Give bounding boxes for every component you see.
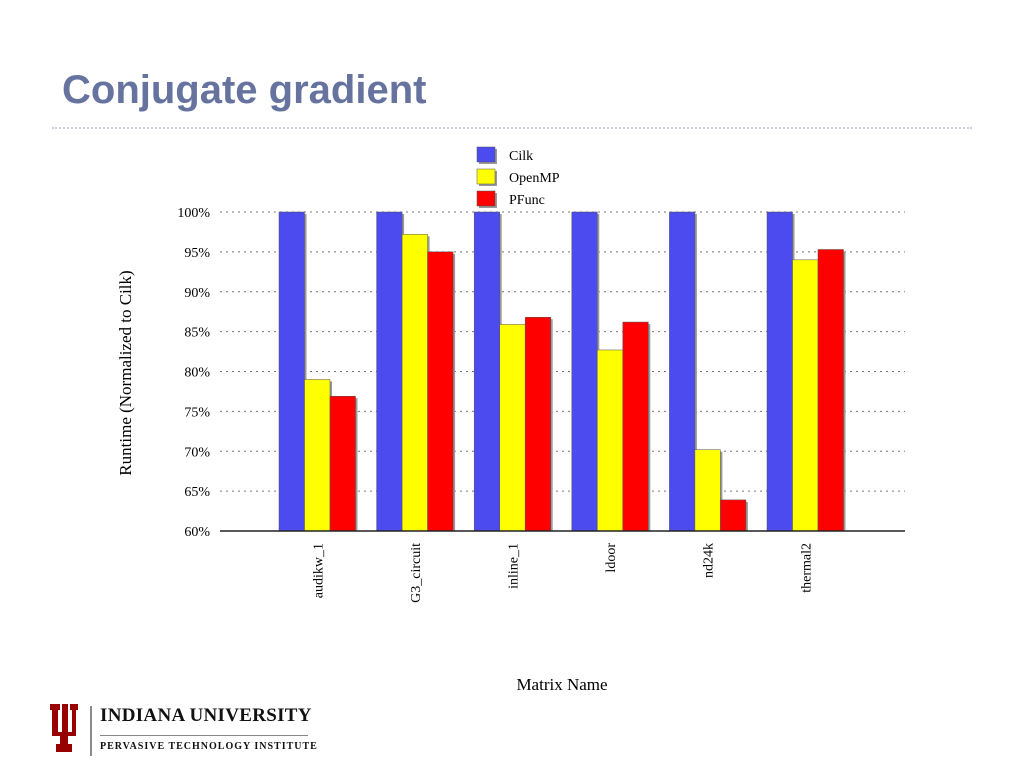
y-tick-label: 75%	[184, 405, 210, 420]
institute-name: PERVASIVE TECHNOLOGY INSTITUTE	[100, 741, 318, 752]
university-name: INDIANA UNIVERSITY	[100, 705, 312, 726]
bar-pfunc-thermal2	[817, 249, 844, 532]
bar-cilk-inline_1	[473, 211, 500, 532]
x-tick-label: ldoor	[604, 543, 619, 573]
x-tick-label: audikw_1	[311, 543, 326, 598]
x-axis-label: Matrix Name	[516, 675, 607, 694]
y-tick-labels: 60% 65% 70% 75% 80% 85% 90% 95% 100%	[177, 206, 210, 540]
iu-trident-icon	[50, 704, 78, 752]
y-axis-label: Runtime (Normalized to Cilk)	[116, 270, 135, 475]
indiana-university-logo: INDIANA UNIVERSITY PERVASIVE TECHNOLOGY …	[48, 700, 318, 760]
y-tick-label: 80%	[184, 366, 210, 381]
legend-swatch-openmp	[476, 168, 496, 185]
x-tick-label: nd24k	[702, 543, 717, 578]
bar-cilk-audikw_1	[278, 211, 305, 532]
x-tick-label: G3_circuit	[409, 543, 424, 603]
slide-title: Conjugate gradient	[62, 68, 427, 112]
legend-label-cilk: Cilk	[509, 149, 533, 164]
title-divider	[52, 127, 972, 129]
bar-cilk-g3_circuit	[376, 211, 403, 532]
bar-pfunc-inline_1	[524, 317, 551, 532]
bar-cilk-nd24k	[669, 211, 696, 532]
bar-pfunc-audikw_1	[329, 395, 356, 532]
bar-openmp-nd24k	[694, 449, 721, 532]
x-tick-label: thermal2	[799, 543, 814, 593]
bar-pfunc-g3_circuit	[427, 251, 454, 532]
y-tick-label: 60%	[184, 525, 210, 540]
y-tick-label: 70%	[184, 445, 210, 460]
bar-pfunc-nd24k	[720, 499, 747, 532]
x-tick-labels: audikw_1 G3_circuit inline_1 ldoor nd24k ther…	[311, 543, 814, 603]
y-tick-label: 85%	[184, 326, 210, 341]
y-tick-label: 65%	[184, 485, 210, 500]
bar-openmp-g3_circuit	[401, 234, 428, 532]
bar-openmp-inline_1	[499, 324, 526, 532]
bar-cilk-ldoor	[571, 211, 598, 532]
legend-swatch-pfunc	[476, 190, 496, 207]
bar-cilk-thermal2	[766, 211, 793, 532]
bar-openmp-ldoor	[597, 349, 624, 532]
legend-label-openmp: OpenMP	[509, 171, 560, 186]
bar-openmp-audikw_1	[304, 379, 331, 532]
y-tick-label: 90%	[184, 286, 210, 301]
bar-pfunc-ldoor	[622, 321, 649, 532]
y-tick-label: 95%	[184, 246, 210, 261]
legend-swatch-cilk	[476, 146, 496, 163]
bar-openmp-thermal2	[792, 259, 819, 532]
bars	[278, 211, 846, 532]
logo-divider	[90, 706, 92, 756]
logo-rule	[100, 735, 308, 736]
legend: Cilk OpenMP PFunc	[476, 146, 560, 208]
legend-label-pfunc: PFunc	[509, 193, 545, 208]
x-tick-label: inline_1	[506, 543, 521, 589]
y-tick-label: 100%	[177, 206, 210, 221]
